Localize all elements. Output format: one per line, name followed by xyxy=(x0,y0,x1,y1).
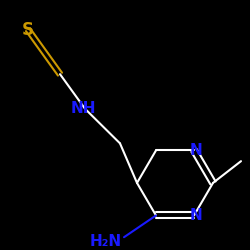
Text: S: S xyxy=(22,21,34,39)
Text: N: N xyxy=(190,208,202,223)
Text: NH: NH xyxy=(70,101,96,116)
Text: N: N xyxy=(190,143,202,158)
Text: H₂N: H₂N xyxy=(90,234,122,249)
